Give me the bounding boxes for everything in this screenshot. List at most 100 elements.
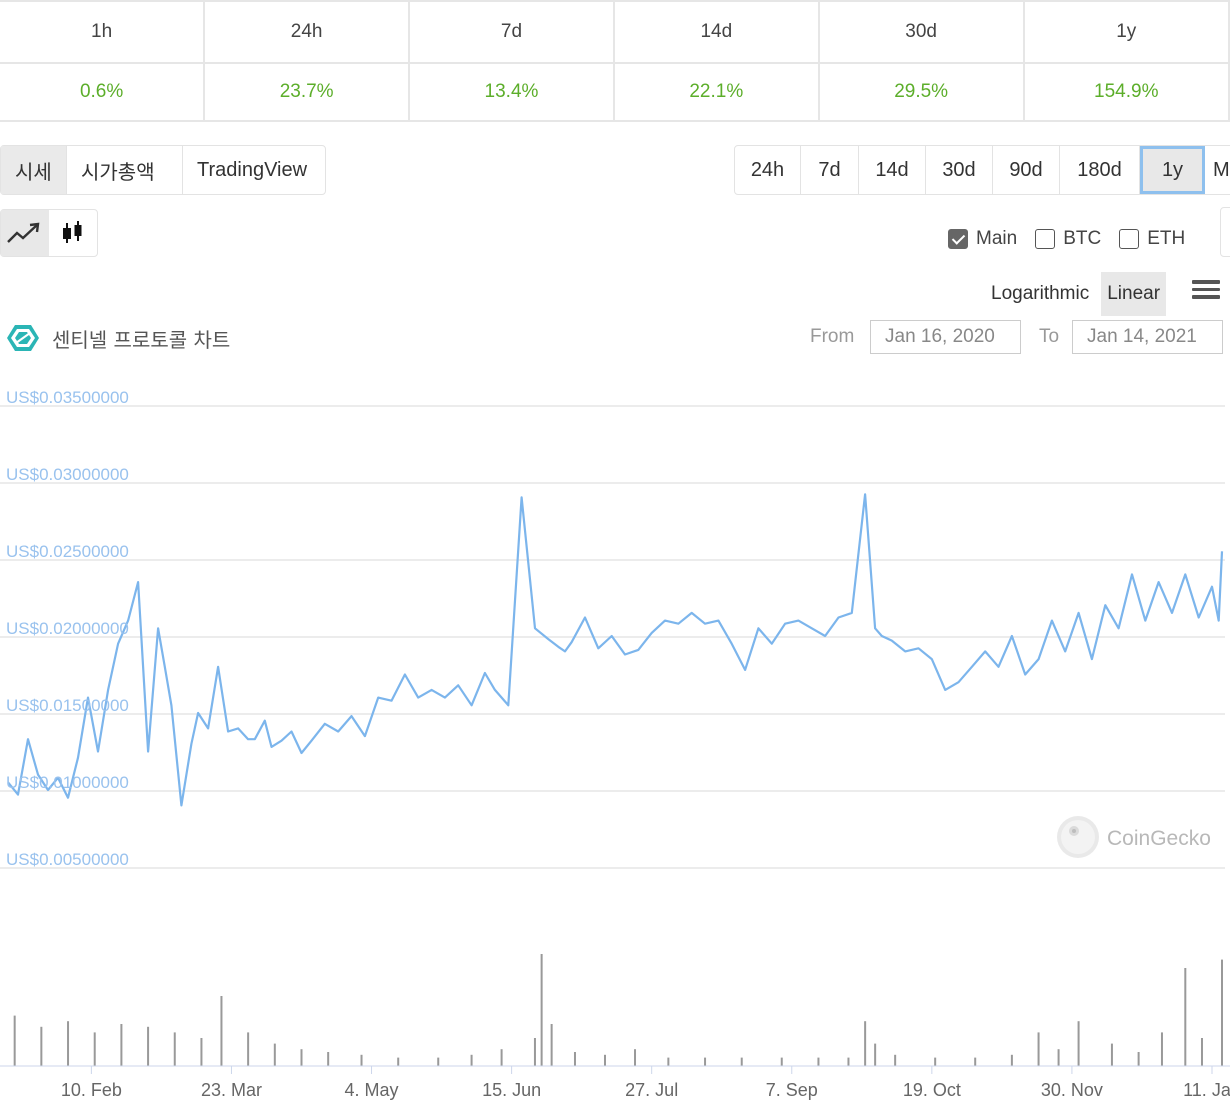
volume-bar (147, 1026, 150, 1066)
x-tick-label: 7. Sep (766, 1080, 818, 1100)
tab-market-cap[interactable]: 시가총액 (67, 146, 183, 194)
volume-bar (634, 1049, 637, 1066)
x-tick-label: 23. Mar (201, 1080, 262, 1100)
compare-eth-checkbox[interactable]: ETH (1119, 228, 1185, 250)
volume-bar (1010, 1054, 1013, 1066)
x-axis-ticks: 10. Feb 23. Mar 4. May 15. Jun 27. Jul 7. Sep… (61, 1066, 1230, 1100)
volume-bar (1077, 1021, 1080, 1066)
chart-title-text: 센티넬 프로토콜 차트 (52, 327, 231, 352)
period-24h: 24h (203, 0, 411, 64)
chart-type-tabs: 시세 시가총액 TradingView (0, 145, 326, 195)
volume-bar (437, 1057, 440, 1066)
range-14d[interactable]: 14d (859, 146, 926, 194)
volume-bar (500, 1049, 503, 1066)
volume-bar (1160, 1032, 1163, 1066)
change-30d: 29.5% (817, 62, 1025, 122)
y-tick-label: US$0.02500000 (6, 542, 129, 561)
volume-bar (667, 1057, 670, 1066)
x-tick-label: 10. Feb (61, 1080, 122, 1100)
volume-bar (67, 1021, 70, 1066)
candlestick-icon (63, 221, 82, 243)
range-max[interactable]: M (1213, 158, 1230, 181)
line-chart-button[interactable] (1, 210, 49, 256)
watermark-text: CoinGecko (1107, 827, 1211, 850)
compare-main-checkbox[interactable]: Main (948, 228, 1017, 250)
date-from-label: From (810, 326, 855, 347)
change-14d: 22.1% (612, 62, 820, 122)
scale-logarithmic[interactable]: Logarithmic (991, 283, 1090, 304)
change-1h: 0.6% (0, 62, 206, 122)
line-chart-icon (7, 222, 40, 243)
volume-bar (874, 1043, 877, 1066)
time-range-selector: 24h 7d 14d 30d 90d 180d 1y M (734, 145, 1230, 195)
range-30d[interactable]: 30d (926, 146, 993, 194)
x-tick-label: 30. Nov (1041, 1080, 1103, 1100)
volume-bar (220, 996, 223, 1066)
x-tick-label: 4. May (345, 1080, 399, 1100)
volume-bar (740, 1057, 743, 1066)
compare-btc-label: BTC (1063, 228, 1102, 249)
date-to-input[interactable] (1072, 320, 1223, 354)
compare-btc-checkbox[interactable]: BTC (1035, 228, 1101, 250)
x-tick-label: 19. Oct (903, 1080, 961, 1100)
change-7d: 13.4% (408, 62, 615, 122)
volume-bar (470, 1054, 473, 1066)
menu-icon[interactable] (1192, 280, 1220, 303)
volume-bar (1057, 1049, 1060, 1066)
scale-linear[interactable]: Linear (1101, 272, 1167, 316)
volume-bar (704, 1057, 707, 1066)
period-1h: 1h (0, 0, 206, 64)
volume-bar (817, 1057, 820, 1066)
volume-bar (550, 1024, 553, 1066)
compare-eth-label: ETH (1147, 228, 1186, 249)
y-tick-label: US$0.03000000 (6, 465, 129, 484)
volume-bar (603, 1054, 606, 1066)
volume-bar (1137, 1052, 1140, 1066)
x-tick-label: 11. Jan (1183, 1080, 1230, 1100)
range-90d[interactable]: 90d (993, 146, 1060, 194)
volume-bar (974, 1057, 977, 1066)
volume-bar (573, 1052, 576, 1066)
period-14d: 14d (612, 0, 820, 64)
y-axis-labels: US$0.03500000 US$0.03000000 US$0.02500000 U… (6, 388, 129, 869)
price-change-table: 1h 24h 7d 14d 30d 1y 0.6% 23.7% 13.4% 22… (0, 0, 1230, 122)
checkbox-checked-icon (948, 229, 968, 249)
candlestick-button[interactable] (49, 210, 97, 256)
volume-bar (397, 1057, 400, 1066)
volume-bar (864, 1021, 867, 1066)
x-tick-label: 27. Jul (625, 1080, 678, 1100)
extra-control[interactable] (1220, 207, 1230, 257)
price-series (7, 493, 1224, 807)
volume-bar (360, 1054, 363, 1066)
date-from-input[interactable] (870, 320, 1021, 354)
volume-bar (780, 1057, 783, 1066)
tab-tradingview[interactable]: TradingView (197, 158, 308, 181)
chart-title: 센티넬 프로토콜 차트 (6, 323, 230, 353)
period-7d: 7d (408, 0, 615, 64)
x-tick-label: 15. Jun (482, 1080, 541, 1100)
volume-bar (934, 1057, 937, 1066)
scale-selector: Logarithmic Linear (985, 272, 1167, 316)
volume-bar (1200, 1038, 1203, 1066)
volume-bar (1110, 1043, 1113, 1066)
y-tick-label: US$0.02000000 (6, 619, 129, 638)
volume-bar (894, 1054, 897, 1066)
tab-price[interactable]: 시세 (1, 146, 67, 194)
volume-bar (93, 1032, 96, 1066)
volume-bar (540, 954, 543, 1066)
range-7d[interactable]: 7d (801, 146, 859, 194)
range-1y[interactable]: 1y (1140, 146, 1205, 194)
volume-bar (273, 1043, 276, 1066)
volume-bar (847, 1057, 850, 1066)
y-tick-label: US$0.03500000 (6, 388, 129, 407)
volume-bar (120, 1024, 123, 1066)
range-24h[interactable]: 24h (735, 146, 801, 194)
price-chart: CoinGecko 10. Feb 23. Mar 4. May 15. Jun 27.… (0, 388, 1230, 1100)
volume-bar (1037, 1032, 1040, 1066)
y-tick-label: US$0.01000000 (6, 773, 129, 792)
period-30d: 30d (817, 0, 1025, 64)
period-1y: 1y (1022, 0, 1230, 64)
compare-options: Main BTC ETH (948, 228, 1185, 250)
compare-main-label: Main (976, 228, 1018, 249)
range-180d[interactable]: 180d (1060, 146, 1140, 194)
